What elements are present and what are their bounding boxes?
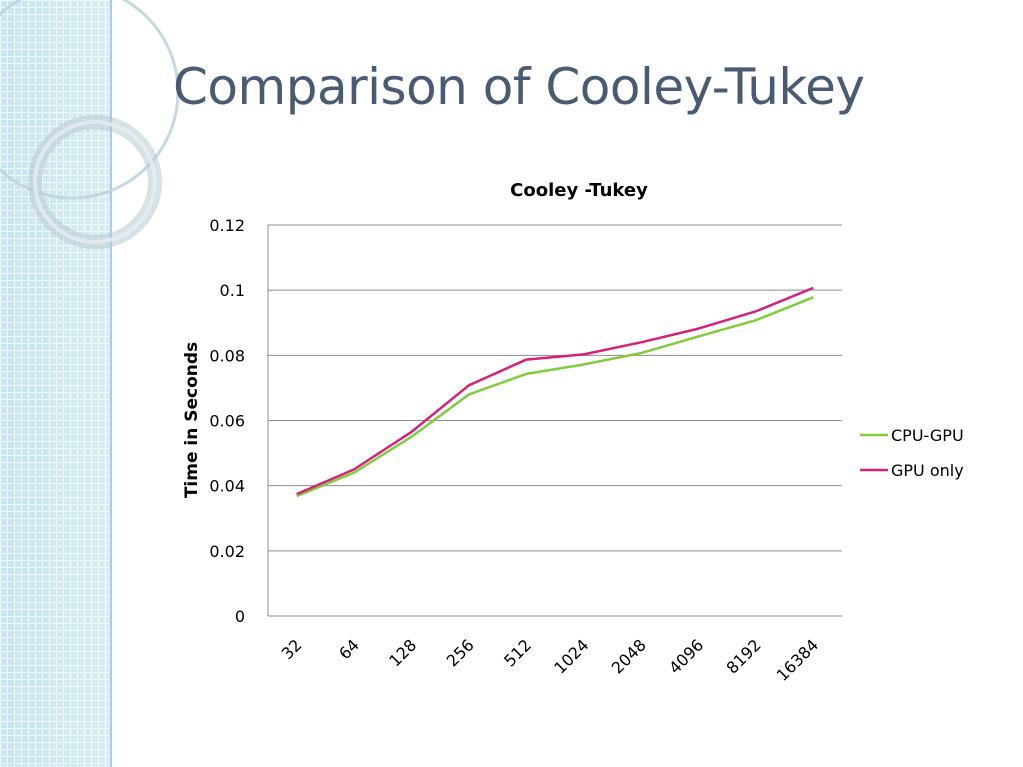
slide-title: Comparison of Cooley-Tukey <box>173 58 865 116</box>
y-tick-label: 0.02 <box>209 542 245 561</box>
x-tick-label: 1024 <box>550 635 592 677</box>
gridlines <box>267 224 842 617</box>
x-tick-label: 16384 <box>773 635 822 684</box>
legend-label: CPU-GPU <box>891 426 964 445</box>
x-tick-label: 2048 <box>608 635 650 677</box>
chart-title: Cooley -Tukey <box>510 180 648 201</box>
y-tick-label: 0.04 <box>209 477 245 496</box>
x-tick-label: 128 <box>385 635 420 670</box>
y-axis-label: Time in Seconds <box>182 342 202 498</box>
x-tick-labels: 32 64 128 256 512 1024 2048 4096 8192 16384 <box>278 635 822 684</box>
x-tick-label: 4096 <box>665 635 707 677</box>
x-tick-label: 32 <box>278 635 306 663</box>
y-tick-labels: 0 0.02 0.04 0.06 0.08 0.1 0.12 <box>209 216 245 626</box>
x-tick-label: 256 <box>443 635 478 670</box>
series-line-cpu-gpu <box>296 296 814 498</box>
y-tick-label: 0.06 <box>209 412 245 431</box>
x-tick-label: 64 <box>335 635 363 663</box>
legend-label: GPU only <box>891 461 964 480</box>
x-tick-label: 512 <box>500 635 535 670</box>
y-tick-label: 0.1 <box>220 281 245 300</box>
decorative-rings <box>0 0 180 249</box>
y-tick-label: 0.08 <box>209 346 245 365</box>
y-tick-label: 0.12 <box>209 216 245 235</box>
series-lines <box>296 286 814 498</box>
y-tick-label: 0 <box>235 607 245 626</box>
legend: CPU-GPU GPU only <box>860 426 964 480</box>
series-line-gpu-only <box>296 286 814 496</box>
x-tick-label: 8192 <box>723 635 765 677</box>
